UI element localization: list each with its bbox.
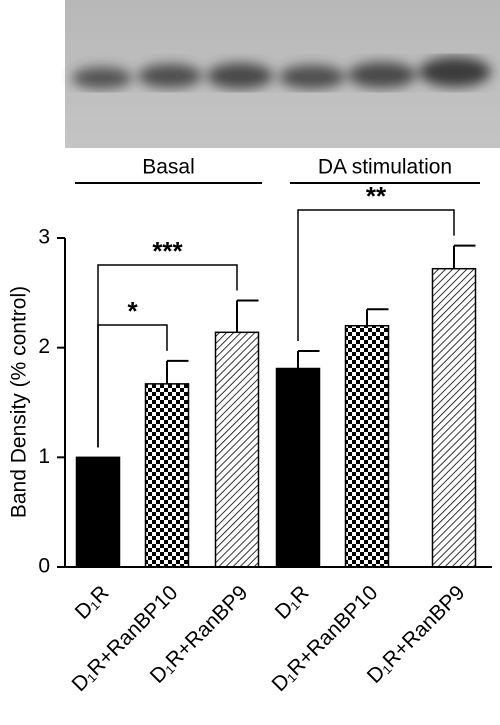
significance-label: * bbox=[127, 296, 138, 326]
group-label: DA stimulation bbox=[318, 156, 452, 179]
y-tick-label: 1 bbox=[38, 445, 50, 468]
bar bbox=[144, 383, 190, 568]
bar bbox=[344, 324, 390, 568]
significance-label: *** bbox=[152, 236, 183, 266]
significance-bracket bbox=[97, 264, 238, 448]
y-tick-label: 3 bbox=[38, 226, 50, 249]
y-tick-label: 0 bbox=[38, 555, 50, 578]
significance-label: ** bbox=[366, 181, 387, 211]
blot-image bbox=[65, 0, 500, 148]
bar bbox=[75, 456, 121, 568]
x-tick-label: D₁R bbox=[271, 581, 314, 624]
bar bbox=[275, 367, 321, 568]
group-label: Basal bbox=[142, 156, 195, 179]
y-tick-label: 2 bbox=[38, 335, 50, 358]
y-axis-label: Band Density (% control) bbox=[8, 286, 31, 518]
bar bbox=[431, 267, 477, 568]
bar bbox=[214, 331, 260, 568]
significance-bracket bbox=[297, 209, 455, 341]
x-tick-label: D₁R bbox=[71, 581, 114, 624]
